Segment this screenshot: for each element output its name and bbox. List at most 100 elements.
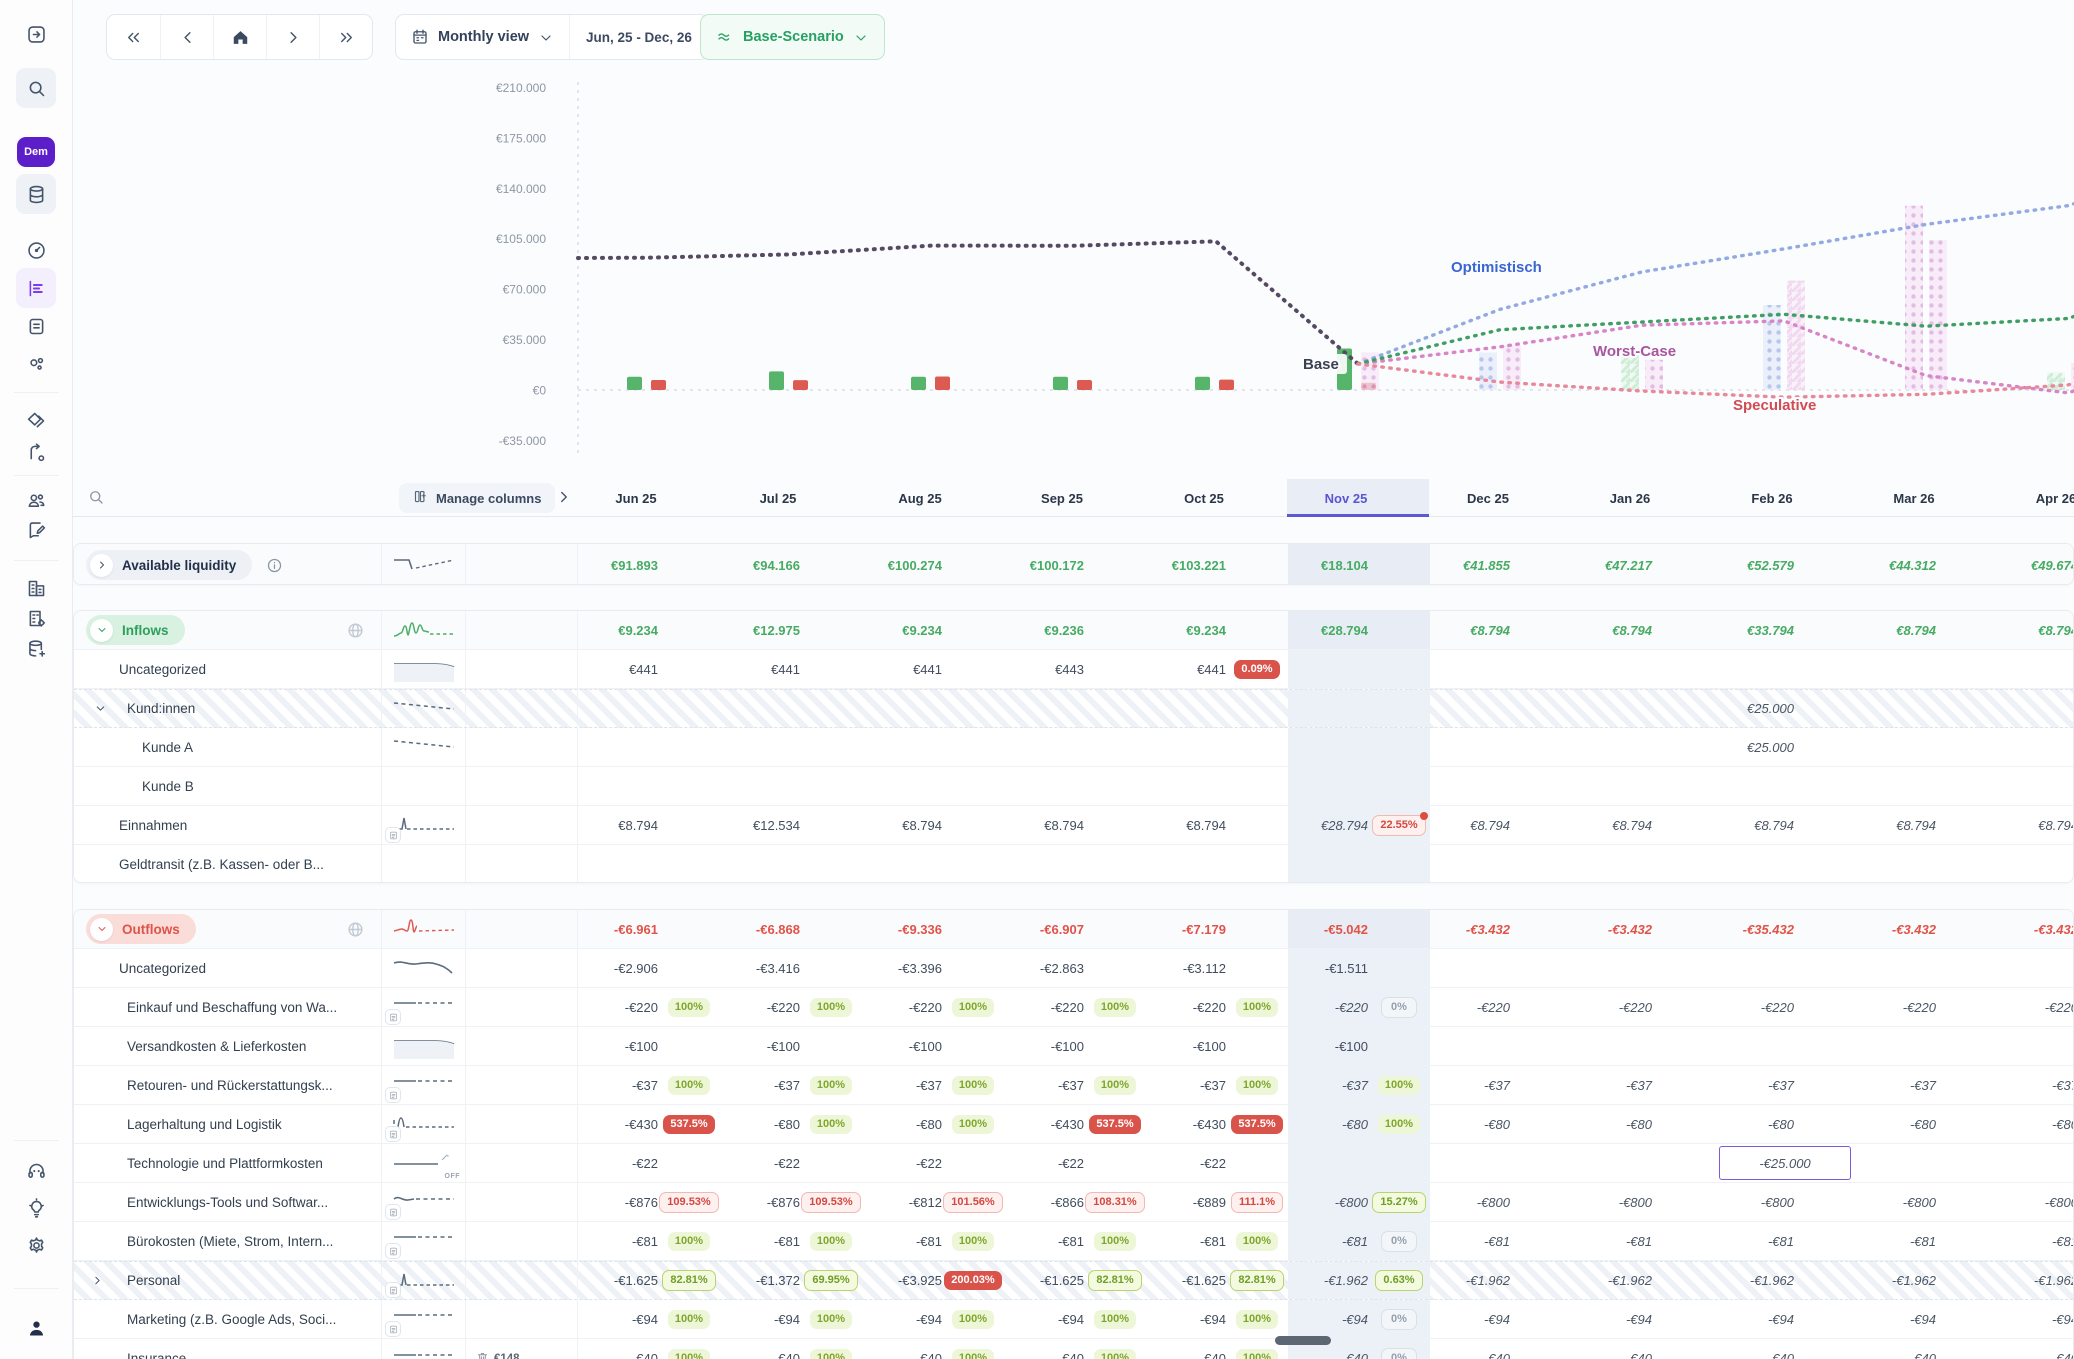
value-cell-jan-26[interactable]	[1572, 1144, 1714, 1182]
value-cell-apr-26[interactable]	[1998, 1144, 2073, 1182]
value-cell-nov-25[interactable]: -€220 0%	[1288, 988, 1430, 1026]
value-cell-jul-25[interactable]: -€37 100%	[720, 1066, 862, 1104]
trash-icon[interactable]	[476, 1351, 489, 1359]
value-cell-jun-25[interactable]: -€220 100%	[578, 988, 720, 1026]
value-cell-sep-25[interactable]: -€1.625 82.81%	[1004, 1262, 1146, 1299]
value-cell-jul-25[interactable]: -€100	[720, 1027, 862, 1065]
value-cell-aug-25[interactable]: -€220 100%	[862, 988, 1004, 1026]
value-cell-feb-26[interactable]: -€94	[1714, 1300, 1856, 1338]
value-cell-jun-25[interactable]	[578, 690, 720, 727]
value-cell-oct-25[interactable]	[1146, 690, 1288, 727]
value-cell-jul-25[interactable]: €441	[720, 650, 862, 688]
value-cell-mar-26[interactable]: -€800	[1856, 1183, 1998, 1221]
value-cell-jun-25[interactable]: -€430 537.5%	[578, 1105, 720, 1143]
value-cell-mar-26[interactable]	[1856, 845, 1998, 882]
value-cell-sep-25[interactable]	[1004, 690, 1146, 727]
note-icon[interactable]	[385, 1282, 401, 1298]
chevron-right-icon[interactable]	[90, 553, 113, 577]
value-cell-apr-26[interactable]: €8.794	[1998, 806, 2073, 844]
value-cell-jun-25[interactable]: -€22	[578, 1144, 720, 1182]
value-cell-jul-25[interactable]: -€6.868	[720, 910, 862, 948]
value-cell-jul-25[interactable]: €12.975	[720, 611, 862, 649]
info-icon[interactable]	[266, 557, 283, 574]
value-cell-feb-26[interactable]: €33.794	[1714, 611, 1856, 649]
chevrons-right-button[interactable]	[319, 15, 372, 59]
value-cell-dec-25[interactable]	[1430, 845, 1572, 882]
value-cell-mar-26[interactable]: -€1.962	[1856, 1262, 1998, 1299]
value-cell-jan-26[interactable]: €47.217	[1572, 544, 1714, 584]
value-cell-apr-26[interactable]: -€220	[1998, 988, 2073, 1026]
value-cell-feb-26[interactable]: -€1.962	[1714, 1262, 1856, 1299]
value-cell-feb-26[interactable]: -€220	[1714, 988, 1856, 1026]
note-icon[interactable]	[385, 1204, 401, 1220]
view-select[interactable]: Monthly view	[396, 15, 569, 59]
value-cell-apr-26[interactable]: -€1.962	[1998, 1262, 2073, 1299]
value-cell-mar-26[interactable]: -€220	[1856, 988, 1998, 1026]
value-cell-jan-26[interactable]: €8.794	[1572, 806, 1714, 844]
row-toggle-pill[interactable]: Available liquidity	[86, 550, 253, 580]
value-cell-sep-25[interactable]: €8.794	[1004, 806, 1146, 844]
month-header-oct-25[interactable]: Oct 25	[1184, 490, 1224, 506]
value-cell-apr-26[interactable]: €49.674	[1998, 544, 2073, 584]
value-cell-mar-26[interactable]: €44.312	[1856, 544, 1998, 584]
value-cell-mar-26[interactable]	[1856, 949, 1998, 987]
value-cell-nov-25[interactable]: €28.794 22.55%	[1288, 806, 1430, 844]
building-icon[interactable]	[16, 568, 56, 608]
note-icon[interactable]	[385, 1126, 401, 1142]
value-cell-jul-25[interactable]: -€876 109.53%	[720, 1183, 862, 1221]
value-cell-oct-25[interactable]: -€22	[1146, 1144, 1288, 1182]
value-cell-sep-25[interactable]	[1004, 845, 1146, 882]
value-cell-oct-25[interactable]: -€7.179	[1146, 910, 1288, 948]
value-cell-dec-25[interactable]: -€37	[1430, 1066, 1572, 1104]
value-cell-apr-26[interactable]	[1998, 949, 2073, 987]
value-cell-jun-25[interactable]: -€2.906	[578, 949, 720, 987]
manage-columns-button[interactable]: Manage columns	[399, 483, 556, 513]
note-icon[interactable]	[385, 827, 401, 843]
value-cell-jun-25[interactable]: -€6.961	[578, 910, 720, 948]
value-cell-feb-26[interactable]: €52.579	[1714, 544, 1856, 584]
value-cell-apr-26[interactable]	[1998, 650, 2073, 688]
value-cell-oct-25[interactable]: -€40 100%	[1146, 1339, 1288, 1359]
chevron-down-icon[interactable]	[90, 917, 113, 941]
month-header-jan-26[interactable]: Jan 26	[1609, 490, 1651, 506]
month-header-nov-25[interactable]: Nov 25	[1287, 479, 1429, 517]
value-cell-feb-26[interactable]: -€80	[1714, 1105, 1856, 1143]
value-cell-apr-26[interactable]: -€40	[1998, 1339, 2073, 1359]
value-cell-jan-26[interactable]	[1572, 690, 1714, 727]
value-cell-jun-25[interactable]: €9.234	[578, 611, 720, 649]
value-cell-jan-26[interactable]: -€1.962	[1572, 1262, 1714, 1299]
value-cell-mar-26[interactable]	[1856, 728, 1998, 766]
value-cell-nov-25[interactable]: -€80 100%	[1288, 1105, 1430, 1143]
value-cell-mar-26[interactable]	[1856, 650, 1998, 688]
value-cell-sep-25[interactable]: €443	[1004, 650, 1146, 688]
month-header-jun-25[interactable]: Jun 25	[615, 490, 657, 506]
workspace-badge[interactable]: Dem	[17, 137, 55, 167]
value-cell-aug-25[interactable]: -€81 100%	[862, 1222, 1004, 1260]
date-range[interactable]: Jun, 25 - Dec, 26	[569, 15, 708, 59]
value-cell-aug-25[interactable]: -€80 100%	[862, 1105, 1004, 1143]
value-cell-feb-26[interactable]	[1714, 845, 1856, 882]
value-cell-feb-26[interactable]	[1714, 949, 1856, 987]
headset-icon[interactable]	[16, 1151, 56, 1191]
row-label[interactable]: Versandkosten & Lieferkosten	[127, 1038, 307, 1054]
value-cell-aug-25[interactable]: €9.234	[862, 611, 1004, 649]
value-cell-jun-25[interactable]: -€1.625 82.81%	[578, 1262, 720, 1299]
value-cell-feb-26[interactable]: -€35.432	[1714, 910, 1856, 948]
value-cell-apr-26[interactable]	[1998, 728, 2073, 766]
value-cell-feb-26[interactable]: €8.794	[1714, 806, 1856, 844]
value-cell-oct-25[interactable]: -€81 100%	[1146, 1222, 1288, 1260]
month-header-mar-26[interactable]: Mar 26	[1893, 490, 1935, 506]
value-cell-jan-26[interactable]	[1572, 845, 1714, 882]
value-cell-dec-25[interactable]	[1430, 949, 1572, 987]
note-edit-icon[interactable]	[16, 510, 56, 550]
value-cell-apr-26[interactable]: -€800	[1998, 1183, 2073, 1221]
value-cell-nov-25[interactable]	[1288, 845, 1430, 882]
chevron-right-icon[interactable]	[91, 1274, 104, 1287]
tags-icon[interactable]	[16, 400, 56, 440]
value-cell-dec-25[interactable]: €8.794	[1430, 806, 1572, 844]
value-cell-oct-25[interactable]: -€220 100%	[1146, 988, 1288, 1026]
value-cell-jan-26[interactable]	[1572, 949, 1714, 987]
value-cell-jul-25[interactable]: -€94 100%	[720, 1300, 862, 1338]
value-cell-sep-25[interactable]: -€866 108.31%	[1004, 1183, 1146, 1221]
value-cell-sep-25[interactable]: -€22	[1004, 1144, 1146, 1182]
